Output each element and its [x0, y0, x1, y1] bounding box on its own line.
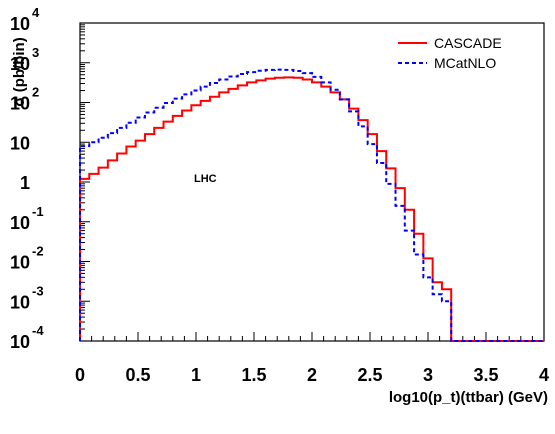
legend-label-mcatnlo: MCatNLO — [434, 55, 496, 71]
series-cascade — [79, 76, 544, 342]
y-tick-exponent: -4 — [32, 323, 44, 338]
legend: CASCADE MCatNLO — [398, 35, 502, 71]
legend-label-cascade: CASCADE — [434, 35, 502, 51]
y-tick-exponent: -1 — [32, 204, 44, 219]
y-tick-label: 10 — [10, 292, 30, 312]
x-tick-label: 2.5 — [357, 365, 382, 385]
x-tick-label: 4 — [539, 365, 549, 385]
x-tick-label: 0.5 — [125, 365, 150, 385]
y-tick-exponent: 3 — [32, 45, 39, 60]
x-axis-title: log10(p_t)(ttbar) (GeV) — [389, 389, 548, 406]
lhc-annotation: LHC — [194, 173, 217, 185]
x-tick-labels: 0 0.5 1 1.5 2 2.5 3 3.5 4 — [75, 365, 549, 385]
series-layer — [79, 68, 544, 342]
x-tick-label: 0 — [75, 365, 85, 385]
x-tick-label: 3 — [423, 365, 433, 385]
x-tick-label: 1.5 — [241, 365, 266, 385]
y-tick-exponent: -3 — [32, 283, 44, 298]
y-tick-label: 10 — [10, 133, 30, 153]
series-mcatnlo — [79, 68, 544, 342]
x-tick-label: 3.5 — [473, 365, 498, 385]
y-tick-label: 10 — [10, 54, 30, 74]
x-tick-label: 1 — [191, 365, 201, 385]
y-tick-label: 1 — [20, 173, 30, 193]
y-tick-exponent: 2 — [32, 85, 39, 100]
y-tick-exponent: -2 — [32, 244, 44, 259]
y-tick-label: 10 — [10, 332, 30, 352]
x-tick-label: 2 — [307, 365, 317, 385]
y-tick-label: 10 — [10, 14, 30, 34]
y-tick-label: 10 — [10, 253, 30, 273]
y-tick-exponent: 4 — [32, 5, 40, 20]
y-tick-label: 10 — [10, 94, 30, 114]
y-axis-title: σ (pb/bin) — [11, 37, 28, 106]
y-tick-label: 10 — [10, 213, 30, 233]
